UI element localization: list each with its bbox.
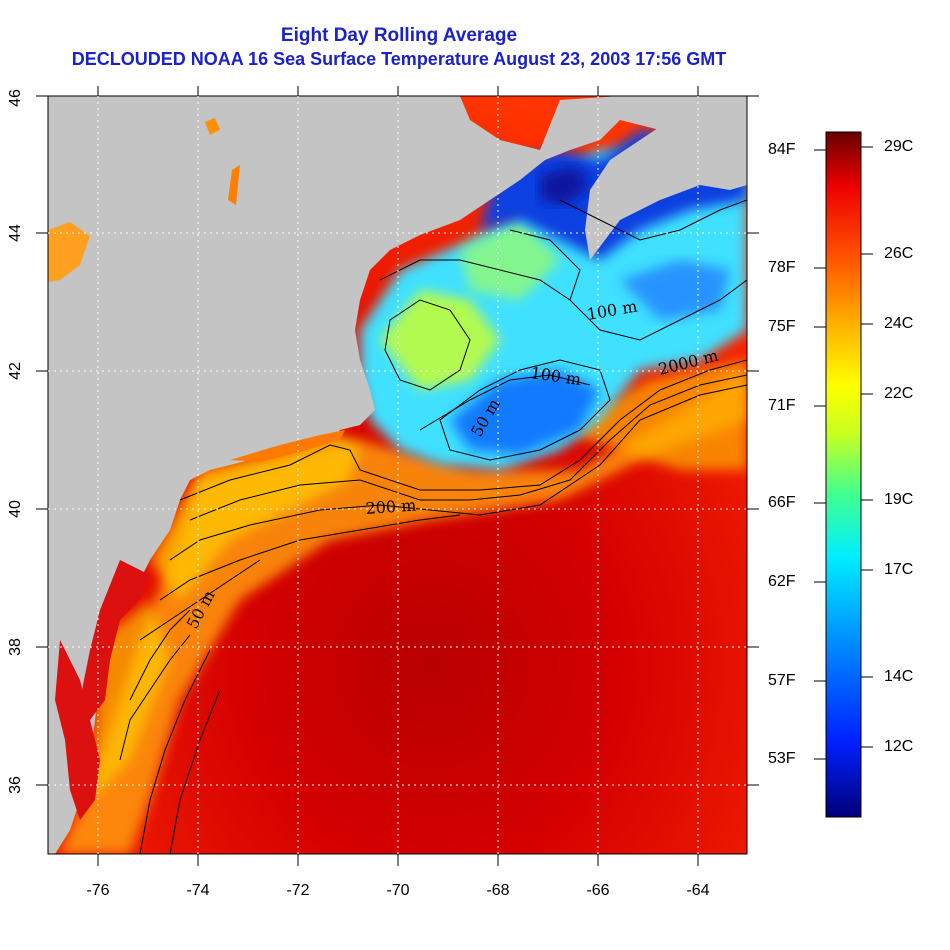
colorbar-c-label: 19C bbox=[884, 491, 914, 508]
colorbar-c-label: 14C bbox=[884, 668, 914, 685]
colorbar-f-label: 53F bbox=[768, 750, 796, 767]
colorbar-f-label: 78F bbox=[768, 259, 796, 276]
y-tick-text: 40 bbox=[6, 500, 24, 518]
mixed-water bbox=[380, 290, 500, 390]
x-tick-label: -74 bbox=[186, 882, 210, 899]
depth-contours bbox=[119, 199, 747, 854]
x-tick-label: -76 bbox=[86, 882, 110, 899]
colorbar-f-label: 75F bbox=[768, 318, 796, 335]
colorbar-f-label: 66F bbox=[768, 494, 796, 511]
colorbar-c-label: 17C bbox=[884, 561, 914, 578]
colorbar-c-label: 26C bbox=[884, 245, 914, 262]
lake bbox=[48, 222, 90, 282]
coldest-patch bbox=[540, 165, 590, 205]
x-tick-label: -68 bbox=[486, 882, 510, 899]
chart-subtitle: DECLOUDED NOAA 16 Sea Surface Temperatur… bbox=[71, 49, 727, 69]
y-tick-text: 46 bbox=[6, 89, 24, 107]
warm-eddy bbox=[560, 360, 747, 470]
x-tick-label: -72 bbox=[286, 882, 310, 899]
colorbar-c-label: 24C bbox=[884, 315, 914, 332]
y-tick-label: 46 bbox=[2, 78, 30, 118]
depth-label: 200 m bbox=[365, 495, 417, 517]
x-tick-label: -70 bbox=[386, 882, 410, 899]
land-nova-scotia bbox=[585, 100, 747, 260]
cold-patch bbox=[620, 260, 730, 320]
colorbar-f-label: 57F bbox=[768, 672, 796, 689]
chart-title: Eight Day Rolling Average bbox=[280, 25, 518, 46]
colorbar-f-label: 71F bbox=[768, 397, 796, 414]
long-island-sound bbox=[230, 430, 345, 462]
land-mainland bbox=[48, 96, 747, 854]
y-tick-text: 38 bbox=[6, 638, 24, 656]
tick-marks bbox=[36, 86, 759, 866]
colorbar-ticks bbox=[814, 146, 873, 760]
lake-small bbox=[205, 118, 220, 135]
mixed-water-2 bbox=[460, 220, 560, 300]
lake-thin bbox=[228, 165, 240, 205]
colorbar-f-label: 84F bbox=[768, 141, 796, 158]
y-tick-text: 44 bbox=[6, 224, 24, 242]
colorbar-f-label: 62F bbox=[768, 573, 796, 590]
y-tick-label: 36 bbox=[2, 765, 30, 805]
graticule bbox=[48, 96, 747, 854]
x-tick-label: -64 bbox=[686, 882, 710, 899]
y-tick-label: 42 bbox=[2, 351, 30, 391]
colorbar-c-label: 29C bbox=[884, 138, 914, 155]
colorbar-c-label: 22C bbox=[884, 385, 914, 402]
x-tick-label: -66 bbox=[586, 882, 610, 899]
inland-bay bbox=[55, 640, 100, 820]
colorbar-c-label: 12C bbox=[884, 738, 914, 755]
colorbar bbox=[825, 131, 862, 818]
y-tick-label: 40 bbox=[2, 489, 30, 529]
cool-water bbox=[360, 150, 747, 470]
y-tick-label: 44 bbox=[2, 213, 30, 253]
y-tick-text: 42 bbox=[6, 362, 24, 380]
y-tick-label: 38 bbox=[2, 627, 30, 667]
y-tick-text: 36 bbox=[6, 776, 24, 794]
